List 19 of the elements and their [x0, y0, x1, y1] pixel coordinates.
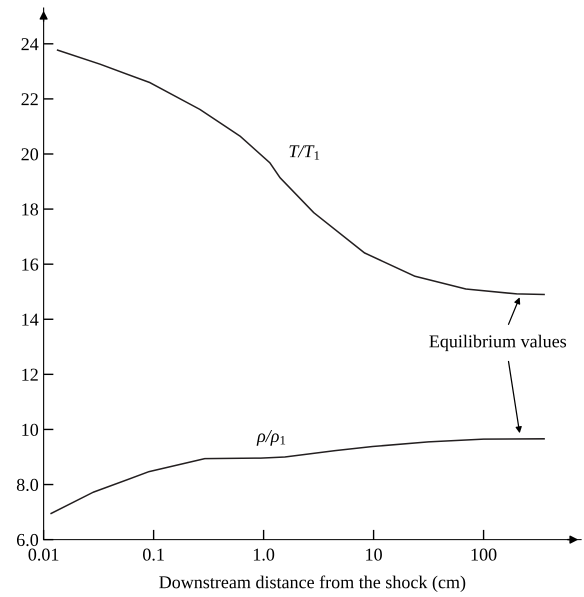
x-tick-label: 100 — [472, 548, 496, 561]
y-tick-label: 22 — [22, 93, 38, 106]
y-tick-label: 16 — [22, 258, 38, 271]
y-tick-label: 24 — [22, 38, 38, 50]
y-tick-label: 10 — [22, 424, 38, 436]
series-label: ρ/ρ$_{1}$ — [256, 430, 286, 446]
x-tick-label: 0.01 — [28, 548, 58, 561]
x-tick-label: 1.0 — [254, 548, 274, 561]
y-tick-label: 18 — [22, 203, 38, 216]
x-tick-label: 10 — [366, 548, 382, 561]
series-label: T/T$_{1}$ — [290, 145, 320, 160]
y-tick-label: 12 — [22, 368, 38, 381]
x-axis-title: Downstream distance from the shock (cm) — [159, 575, 466, 592]
y-tick-label: 20 — [22, 148, 38, 160]
y-tick-label: 14 — [22, 314, 38, 326]
y-tick-label: 8.0 — [16, 478, 38, 492]
x-tick-label: 0.1 — [143, 548, 164, 561]
annotation: Equilibrium values — [429, 334, 566, 352]
y-tick-label: 6.0 — [16, 534, 38, 546]
